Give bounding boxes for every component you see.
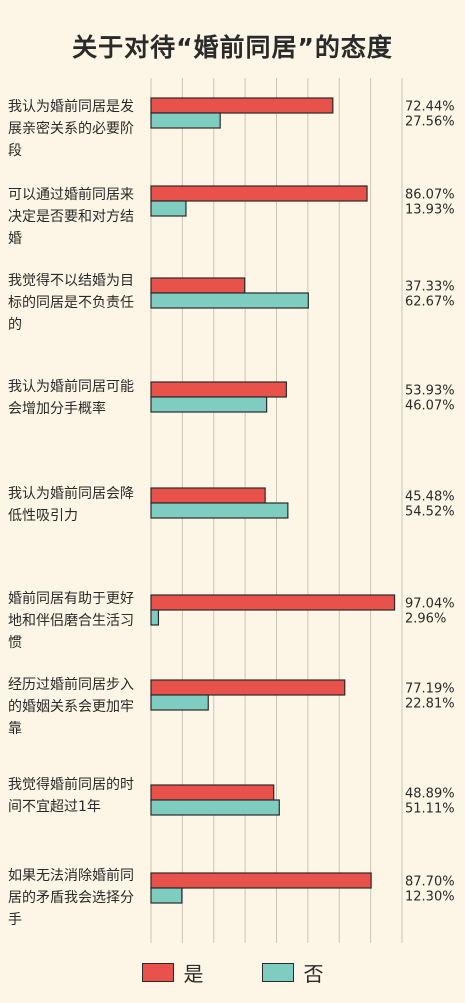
legend-item-yes: 是 — [141, 958, 204, 987]
category-label: 我认为婚前同居是发 — [8, 98, 134, 115]
bar-yes — [150, 97, 334, 114]
category-label: 如果无法消除婚前同 — [8, 867, 134, 884]
data-label-no: 12.30% — [405, 890, 455, 905]
data-label-no: 51.11% — [405, 802, 455, 817]
bar-yes — [150, 594, 396, 611]
category-label: 我认为婚前同居可能 — [8, 378, 134, 395]
category-label: 决定是否要和对方结 — [8, 209, 134, 225]
category-label: 婚前同居有助于更好 — [8, 590, 134, 607]
bar-no — [150, 112, 221, 129]
bar-no — [150, 887, 183, 904]
bar-no — [150, 609, 160, 626]
category-label: 我觉得不以结婚为目 — [8, 272, 134, 289]
data-label-yes: 37.33% — [405, 280, 455, 295]
chart-title: 关于对待“婚前同居”的态度 — [72, 33, 393, 62]
category-label: 我认为婚前同居会降 — [8, 485, 134, 502]
legend-label-yes: 是 — [183, 962, 204, 986]
bar-yes — [150, 487, 266, 504]
bar-yes — [150, 277, 246, 294]
bar-yes — [150, 679, 346, 696]
data-label-yes: 97.04% — [405, 597, 455, 612]
bar-yes — [150, 784, 275, 801]
bar-no — [150, 799, 280, 816]
category-label: 经历过婚前同居步入 — [8, 676, 134, 693]
data-label-yes: 48.89% — [405, 787, 455, 802]
category-label: 婚 — [8, 231, 22, 247]
category-label: 地和伴侣磨合生活习 — [8, 613, 134, 629]
data-label-no: 2.96% — [405, 612, 446, 627]
category-label: 段 — [8, 143, 22, 159]
data-label-yes: 53.93% — [405, 384, 455, 399]
category-label: 标的同居是不负责任 — [8, 295, 134, 311]
category-label: 手 — [8, 912, 22, 928]
category-label: 的婚姻关系会更加牢 — [8, 699, 134, 715]
data-label-no: 54.52% — [405, 505, 455, 520]
category-label: 的 — [8, 317, 22, 333]
data-label-yes: 87.70% — [405, 875, 455, 890]
bar-yes — [150, 872, 372, 889]
data-label-yes: 72.44% — [405, 100, 455, 115]
bar-yes — [150, 185, 368, 202]
data-label-no: 27.56% — [405, 115, 455, 130]
bar-no — [150, 200, 187, 217]
bar-no — [150, 694, 209, 711]
category-label: 惯 — [8, 634, 22, 651]
category-label: 居的矛盾我会选择分 — [8, 890, 134, 906]
bar-yes — [150, 381, 287, 398]
data-label-yes: 77.19% — [405, 682, 455, 697]
data-label-no: 13.93% — [405, 203, 455, 218]
legend-item-no: 否 — [261, 958, 324, 987]
category-label: 靠 — [8, 721, 22, 737]
category-label: 展亲密关系的必要阶 — [8, 120, 134, 137]
data-label-yes: 86.07% — [405, 188, 455, 203]
legend-swatch-no — [261, 963, 294, 982]
bar-no — [150, 292, 309, 309]
data-label-no: 22.81% — [405, 697, 455, 712]
category-label: 我觉得婚前同居的时 — [8, 776, 134, 793]
category-label: 可以通过婚前同居来 — [8, 186, 134, 203]
legend-label-no: 否 — [303, 962, 324, 986]
bar-no — [150, 396, 268, 413]
category-label: 间不宜超过1年 — [8, 799, 101, 815]
bar-no — [150, 502, 289, 519]
data-label-no: 62.67% — [405, 295, 455, 310]
data-label-no: 46.07% — [405, 399, 455, 414]
chart-legend: 是 否 — [0, 958, 465, 987]
data-label-yes: 45.48% — [405, 490, 455, 505]
category-label: 低性吸引力 — [8, 508, 78, 524]
legend-swatch-yes — [141, 963, 174, 982]
category-label: 会增加分手概率 — [8, 400, 106, 417]
